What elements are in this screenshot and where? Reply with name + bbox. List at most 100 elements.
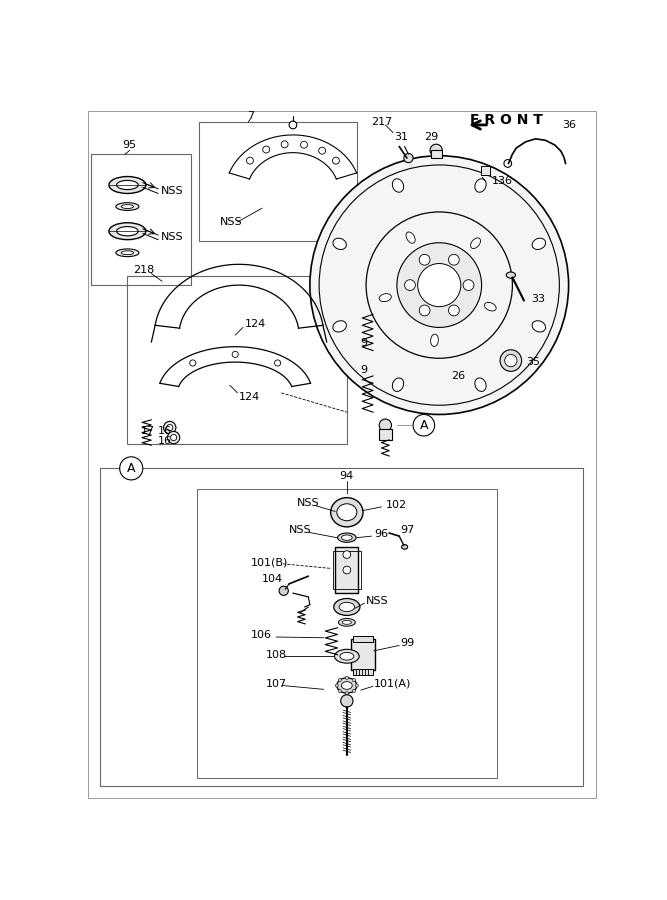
Text: 7: 7	[247, 111, 254, 121]
Ellipse shape	[121, 251, 133, 255]
Circle shape	[500, 350, 522, 372]
Text: 17: 17	[141, 427, 155, 436]
Circle shape	[504, 159, 512, 167]
Bar	[101, 468, 583, 786]
Circle shape	[247, 158, 253, 164]
Circle shape	[404, 153, 413, 163]
Ellipse shape	[506, 272, 516, 278]
Text: 102: 102	[386, 500, 406, 509]
Text: 99: 99	[401, 638, 415, 648]
Circle shape	[418, 264, 461, 307]
Text: 36: 36	[562, 120, 576, 130]
Text: NSS: NSS	[161, 232, 183, 242]
Ellipse shape	[338, 618, 356, 626]
Bar	[333, 551, 361, 590]
Ellipse shape	[334, 598, 360, 616]
Text: 16: 16	[158, 436, 172, 446]
Circle shape	[310, 156, 568, 415]
Circle shape	[167, 425, 173, 430]
Ellipse shape	[116, 249, 139, 256]
Circle shape	[275, 360, 281, 366]
Ellipse shape	[331, 498, 363, 526]
Ellipse shape	[335, 649, 359, 663]
Circle shape	[171, 435, 177, 441]
Ellipse shape	[392, 179, 404, 193]
Circle shape	[482, 167, 490, 175]
Ellipse shape	[471, 238, 480, 248]
Text: 33: 33	[532, 294, 546, 304]
Ellipse shape	[392, 378, 404, 392]
Circle shape	[352, 679, 356, 681]
Circle shape	[346, 676, 348, 680]
Ellipse shape	[406, 232, 415, 243]
Ellipse shape	[484, 302, 496, 311]
Circle shape	[341, 695, 353, 707]
Ellipse shape	[340, 652, 354, 660]
Circle shape	[263, 146, 269, 153]
Circle shape	[420, 305, 430, 316]
Circle shape	[343, 551, 351, 558]
Bar	[199, 122, 357, 241]
Ellipse shape	[431, 334, 438, 346]
Text: 96: 96	[374, 529, 388, 539]
Circle shape	[301, 141, 307, 149]
Text: 95: 95	[123, 140, 137, 150]
Ellipse shape	[117, 227, 138, 236]
Text: 101(A): 101(A)	[374, 679, 411, 689]
Circle shape	[279, 586, 288, 596]
Text: 31: 31	[395, 132, 409, 142]
Text: 35: 35	[526, 357, 540, 367]
Circle shape	[338, 679, 342, 681]
Text: NSS: NSS	[289, 525, 311, 535]
Circle shape	[336, 684, 338, 687]
Text: A: A	[420, 418, 428, 432]
Bar	[353, 669, 373, 675]
Circle shape	[163, 421, 176, 434]
Ellipse shape	[339, 602, 355, 612]
Text: 218: 218	[133, 265, 154, 274]
Text: 9: 9	[360, 364, 367, 374]
Text: NSS: NSS	[220, 217, 242, 227]
Ellipse shape	[333, 238, 346, 249]
Ellipse shape	[402, 544, 408, 549]
Text: 16: 16	[158, 427, 172, 436]
Ellipse shape	[338, 533, 356, 543]
Circle shape	[405, 280, 416, 291]
Text: NSS: NSS	[161, 186, 183, 196]
Bar	[481, 166, 490, 175]
Ellipse shape	[121, 204, 133, 209]
Circle shape	[505, 355, 517, 366]
Ellipse shape	[109, 176, 146, 194]
Circle shape	[289, 122, 297, 129]
Text: 108: 108	[266, 650, 287, 660]
Circle shape	[332, 158, 340, 164]
Text: 29: 29	[424, 132, 438, 142]
Ellipse shape	[333, 320, 346, 332]
Bar	[197, 490, 497, 778]
Text: F R O N T: F R O N T	[470, 112, 543, 127]
Circle shape	[352, 689, 356, 692]
Circle shape	[119, 457, 143, 480]
Circle shape	[463, 280, 474, 291]
Text: 101(B): 101(B)	[251, 557, 288, 567]
Ellipse shape	[109, 222, 146, 239]
Bar	[353, 636, 373, 643]
Text: 106: 106	[251, 631, 271, 641]
Bar	[351, 639, 376, 670]
Circle shape	[167, 431, 179, 444]
Bar	[91, 154, 191, 285]
Circle shape	[420, 255, 430, 266]
Ellipse shape	[379, 293, 392, 302]
Text: 136: 136	[492, 176, 513, 186]
Bar	[379, 429, 392, 440]
Circle shape	[448, 255, 460, 266]
Bar	[127, 276, 347, 444]
Ellipse shape	[342, 681, 352, 689]
Bar	[431, 150, 442, 158]
Text: NSS: NSS	[366, 596, 389, 606]
Circle shape	[281, 141, 288, 148]
Circle shape	[413, 415, 435, 436]
Ellipse shape	[532, 320, 546, 332]
Circle shape	[346, 692, 348, 695]
Text: 124: 124	[239, 392, 260, 401]
